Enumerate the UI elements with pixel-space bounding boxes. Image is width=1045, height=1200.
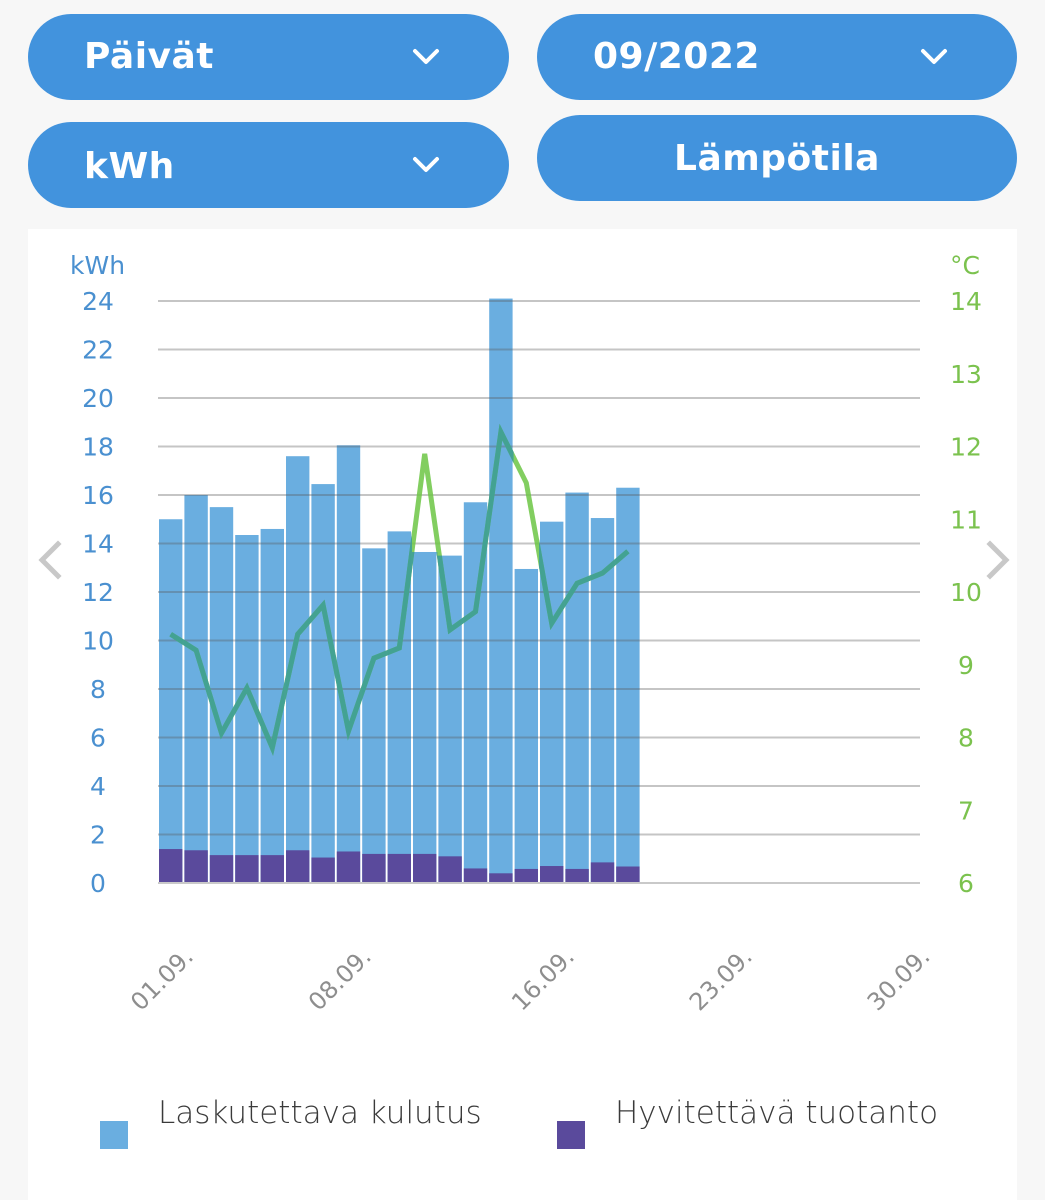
bar-consumption <box>413 551 437 883</box>
bar-production <box>565 868 589 883</box>
left-tick-label: 0 <box>90 869 106 898</box>
left-tick-label: 14 <box>82 530 114 559</box>
period-select-value: Päivät <box>84 36 215 77</box>
left-tick-label: 24 <box>82 287 114 316</box>
bar-production <box>413 853 437 883</box>
left-tick-label: 22 <box>82 336 114 365</box>
x-tick-label: 30.09. <box>862 942 936 1016</box>
bar-production <box>260 855 284 883</box>
legend-swatch-production <box>557 1121 585 1149</box>
temperature-line-group <box>169 423 630 756</box>
left-tick-label: 12 <box>82 578 114 607</box>
left-tick-label: 2 <box>90 821 106 850</box>
x-tick-label: 08.09. <box>303 942 377 1016</box>
right-tick-label: 7 <box>958 796 974 825</box>
chevron-down-icon <box>921 49 947 64</box>
bars <box>159 298 640 883</box>
chevron-left-icon[interactable] <box>30 530 70 590</box>
left-tick-label: 8 <box>90 675 106 704</box>
chevron-right-icon[interactable] <box>978 530 1018 590</box>
temperature-toggle-button[interactable]: Lämpötila <box>537 115 1017 201</box>
temperature-toggle-label: Lämpötila <box>674 137 880 179</box>
legend-label-production: Hyvitettävä tuotanto <box>615 1095 939 1131</box>
gridlines <box>158 300 920 884</box>
left-tick-label: 16 <box>82 481 114 510</box>
month-select[interactable]: 09/2022 <box>537 14 1017 100</box>
bar-production <box>438 856 462 883</box>
x-tick-label: 01.09. <box>125 942 199 1016</box>
bar-consumption <box>336 445 361 883</box>
bar-consumption <box>514 568 538 883</box>
bar-consumption <box>311 484 335 883</box>
bar-consumption <box>362 548 386 883</box>
bar-production <box>209 855 234 883</box>
bar-consumption <box>286 456 310 883</box>
bar-production <box>286 850 310 883</box>
right-tick-label: 14 <box>950 287 982 316</box>
bar-production <box>540 866 564 883</box>
chevron-down-icon <box>413 49 439 64</box>
bar-production <box>514 868 538 883</box>
bar-production <box>616 866 640 883</box>
temperature-line-over-bars <box>169 423 630 756</box>
right-tick-label: 9 <box>958 651 974 680</box>
x-tick-label: 16.09. <box>506 942 580 1016</box>
right-tick-label: 11 <box>950 505 982 534</box>
left-tick-label: 10 <box>82 627 114 656</box>
unit-select-value: kWh <box>84 146 175 187</box>
bar-production <box>362 853 386 883</box>
left-tick-label: 6 <box>90 724 106 753</box>
month-select-value: 09/2022 <box>593 36 760 77</box>
bar-production <box>489 873 513 883</box>
bar-production <box>590 862 615 883</box>
bar-production <box>184 850 208 883</box>
bar-production <box>336 851 361 883</box>
legend-swatch-consumption <box>100 1121 128 1149</box>
left-axis-unit: kWh <box>70 251 125 280</box>
bar-consumption <box>590 518 615 883</box>
unit-select[interactable]: kWh <box>28 122 509 208</box>
bar-production <box>159 849 183 883</box>
bar-consumption <box>616 487 640 883</box>
bar-consumption <box>235 535 259 883</box>
bar-production <box>311 857 335 883</box>
bar-consumption <box>260 528 284 883</box>
bar-consumption <box>463 502 488 883</box>
right-tick-label: 10 <box>950 578 982 607</box>
left-tick-label: 20 <box>82 384 114 413</box>
bar-consumption <box>159 519 183 883</box>
right-tick-label: 13 <box>950 360 982 389</box>
bar-consumption <box>438 555 462 883</box>
right-tick-label: 8 <box>958 724 974 753</box>
legend-label-consumption: Laskutettava kulutus <box>158 1095 482 1131</box>
bar-consumption <box>209 507 234 883</box>
bar-consumption <box>184 495 208 883</box>
period-select[interactable]: Päivät <box>28 14 509 100</box>
bar-production <box>387 853 411 883</box>
bar-consumption <box>565 492 589 883</box>
bar-consumption <box>489 298 513 883</box>
x-tick-label: 23.09. <box>684 942 758 1016</box>
left-tick-label: 18 <box>82 433 114 462</box>
right-tick-label: 6 <box>958 869 974 898</box>
bar-production <box>463 868 488 883</box>
bar-production <box>235 855 259 883</box>
right-tick-label: 12 <box>950 433 982 462</box>
left-tick-label: 4 <box>90 772 106 801</box>
right-axis-unit: °C <box>950 251 980 280</box>
x-axis: 01.09. 08.09. 16.09. 23.09. 30.09. <box>125 942 935 1016</box>
right-axis: 6 7 8 9 10 11 12 13 14 <box>950 287 982 898</box>
chevron-down-icon <box>413 157 439 172</box>
